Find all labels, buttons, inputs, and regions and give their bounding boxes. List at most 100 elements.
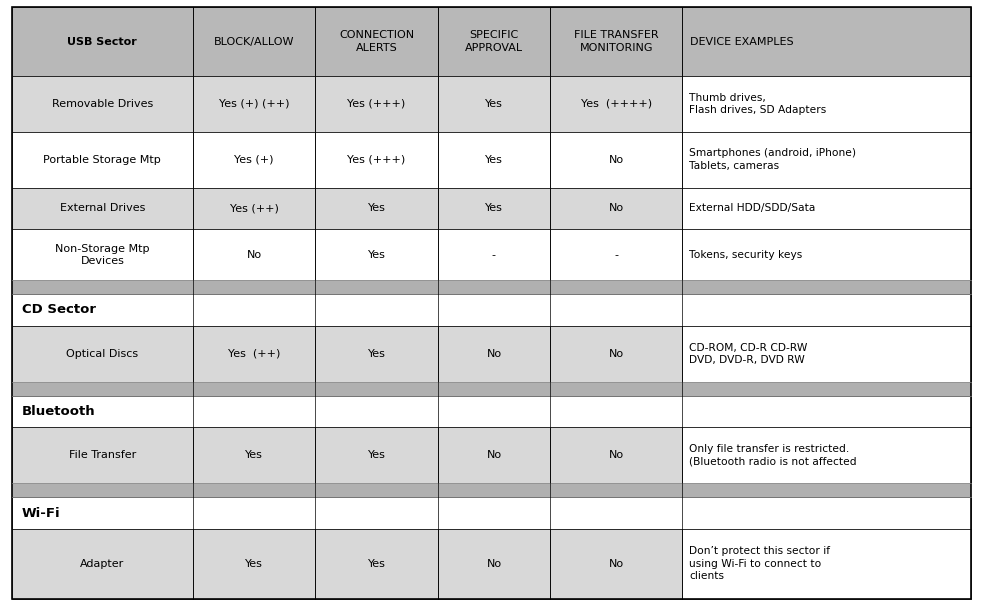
Bar [193,76,316,132]
Bar [437,230,550,280]
Bar [437,529,550,599]
Bar [682,76,971,132]
Text: Yes (+) (++): Yes (+) (++) [219,99,289,108]
Text: Yes  (++): Yes (++) [228,349,280,359]
Text: No: No [608,559,624,569]
Bar [12,497,971,529]
Bar [437,326,550,382]
Bar [316,529,437,599]
Text: No: No [487,450,501,461]
Text: DEVICE EXAMPLES: DEVICE EXAMPLES [690,36,794,47]
Text: FILE TRANSFER
MONITORING: FILE TRANSFER MONITORING [574,30,659,53]
Text: No: No [247,250,261,260]
Text: Wi-Fi: Wi-Fi [22,507,60,519]
Bar [193,529,316,599]
Text: Thumb drives,
Flash drives, SD Adapters: Thumb drives, Flash drives, SD Adapters [689,93,827,115]
Bar [437,427,550,483]
Bar [550,76,682,132]
Bar [316,326,437,382]
Text: Yes: Yes [485,155,503,165]
Bar [316,132,437,187]
Bar [682,529,971,599]
Bar [12,76,193,132]
Text: No: No [608,349,624,359]
Bar [437,187,550,230]
Text: CONNECTION
ALERTS: CONNECTION ALERTS [339,30,414,53]
Bar [437,76,550,132]
Text: -: - [492,250,496,260]
Text: File Transfer: File Transfer [69,450,136,461]
Text: -: - [614,250,618,260]
Text: Portable Storage Mtp: Portable Storage Mtp [43,155,161,165]
Text: External HDD/SDD/Sata: External HDD/SDD/Sata [689,204,816,213]
Bar [193,132,316,187]
Bar [550,187,682,230]
Bar [682,230,971,280]
Bar [12,427,193,483]
Text: SPECIFIC
APPROVAL: SPECIFIC APPROVAL [465,30,523,53]
Text: Only file transfer is restricted.
(Bluetooth radio is not affected: Only file transfer is restricted. (Bluet… [689,444,857,467]
Bar [437,132,550,187]
Text: No: No [487,559,501,569]
Bar [193,230,316,280]
Bar [12,280,971,294]
Text: Non-Storage Mtp
Devices: Non-Storage Mtp Devices [55,244,149,266]
Text: Don’t protect this sector if
using Wi-Fi to connect to
clients: Don’t protect this sector if using Wi-Fi… [689,547,831,581]
Bar [193,187,316,230]
Text: Tokens, security keys: Tokens, security keys [689,250,802,260]
Bar [193,427,316,483]
Text: External Drives: External Drives [60,204,145,213]
Bar [682,427,971,483]
Bar [12,187,193,230]
Text: Bluetooth: Bluetooth [22,405,95,418]
Bar [316,427,437,483]
Bar [12,230,193,280]
Bar [682,132,971,187]
Bar [12,132,193,187]
Bar [12,483,971,497]
Text: Yes: Yes [485,99,503,108]
Bar [316,76,437,132]
Text: Adapter: Adapter [81,559,125,569]
Bar [550,427,682,483]
Bar [193,326,316,382]
Bar [316,7,437,76]
Text: BLOCK/ALLOW: BLOCK/ALLOW [214,36,294,47]
Text: Yes: Yes [368,250,385,260]
Text: Yes: Yes [485,204,503,213]
Text: No: No [608,155,624,165]
Bar [550,132,682,187]
Bar [550,230,682,280]
Bar [682,187,971,230]
Bar [12,396,971,427]
Text: Yes: Yes [245,559,263,569]
Bar [550,529,682,599]
Text: Yes: Yes [368,450,385,461]
Text: Optical Discs: Optical Discs [66,349,139,359]
Text: Yes: Yes [368,204,385,213]
Text: No: No [487,349,501,359]
Bar [550,7,682,76]
Bar [12,7,193,76]
Bar [316,187,437,230]
Bar [682,7,971,76]
Text: Yes (+): Yes (+) [234,155,274,165]
Text: CD Sector: CD Sector [22,304,95,316]
Text: Yes: Yes [245,450,263,461]
Text: Yes (++): Yes (++) [230,204,278,213]
Text: CD-ROM, CD-R CD-RW
DVD, DVD-R, DVD RW: CD-ROM, CD-R CD-RW DVD, DVD-R, DVD RW [689,342,808,365]
Bar [12,529,193,599]
Text: USB Sector: USB Sector [68,36,138,47]
Bar [12,294,971,326]
Text: Yes (+++): Yes (+++) [347,99,406,108]
Text: Yes: Yes [368,559,385,569]
Text: Removable Drives: Removable Drives [52,99,153,108]
Bar [682,326,971,382]
Bar [12,382,971,396]
Text: Yes (+++): Yes (+++) [347,155,406,165]
Bar [316,230,437,280]
Bar [12,326,193,382]
Bar [193,7,316,76]
Text: No: No [608,204,624,213]
Text: Yes: Yes [368,349,385,359]
